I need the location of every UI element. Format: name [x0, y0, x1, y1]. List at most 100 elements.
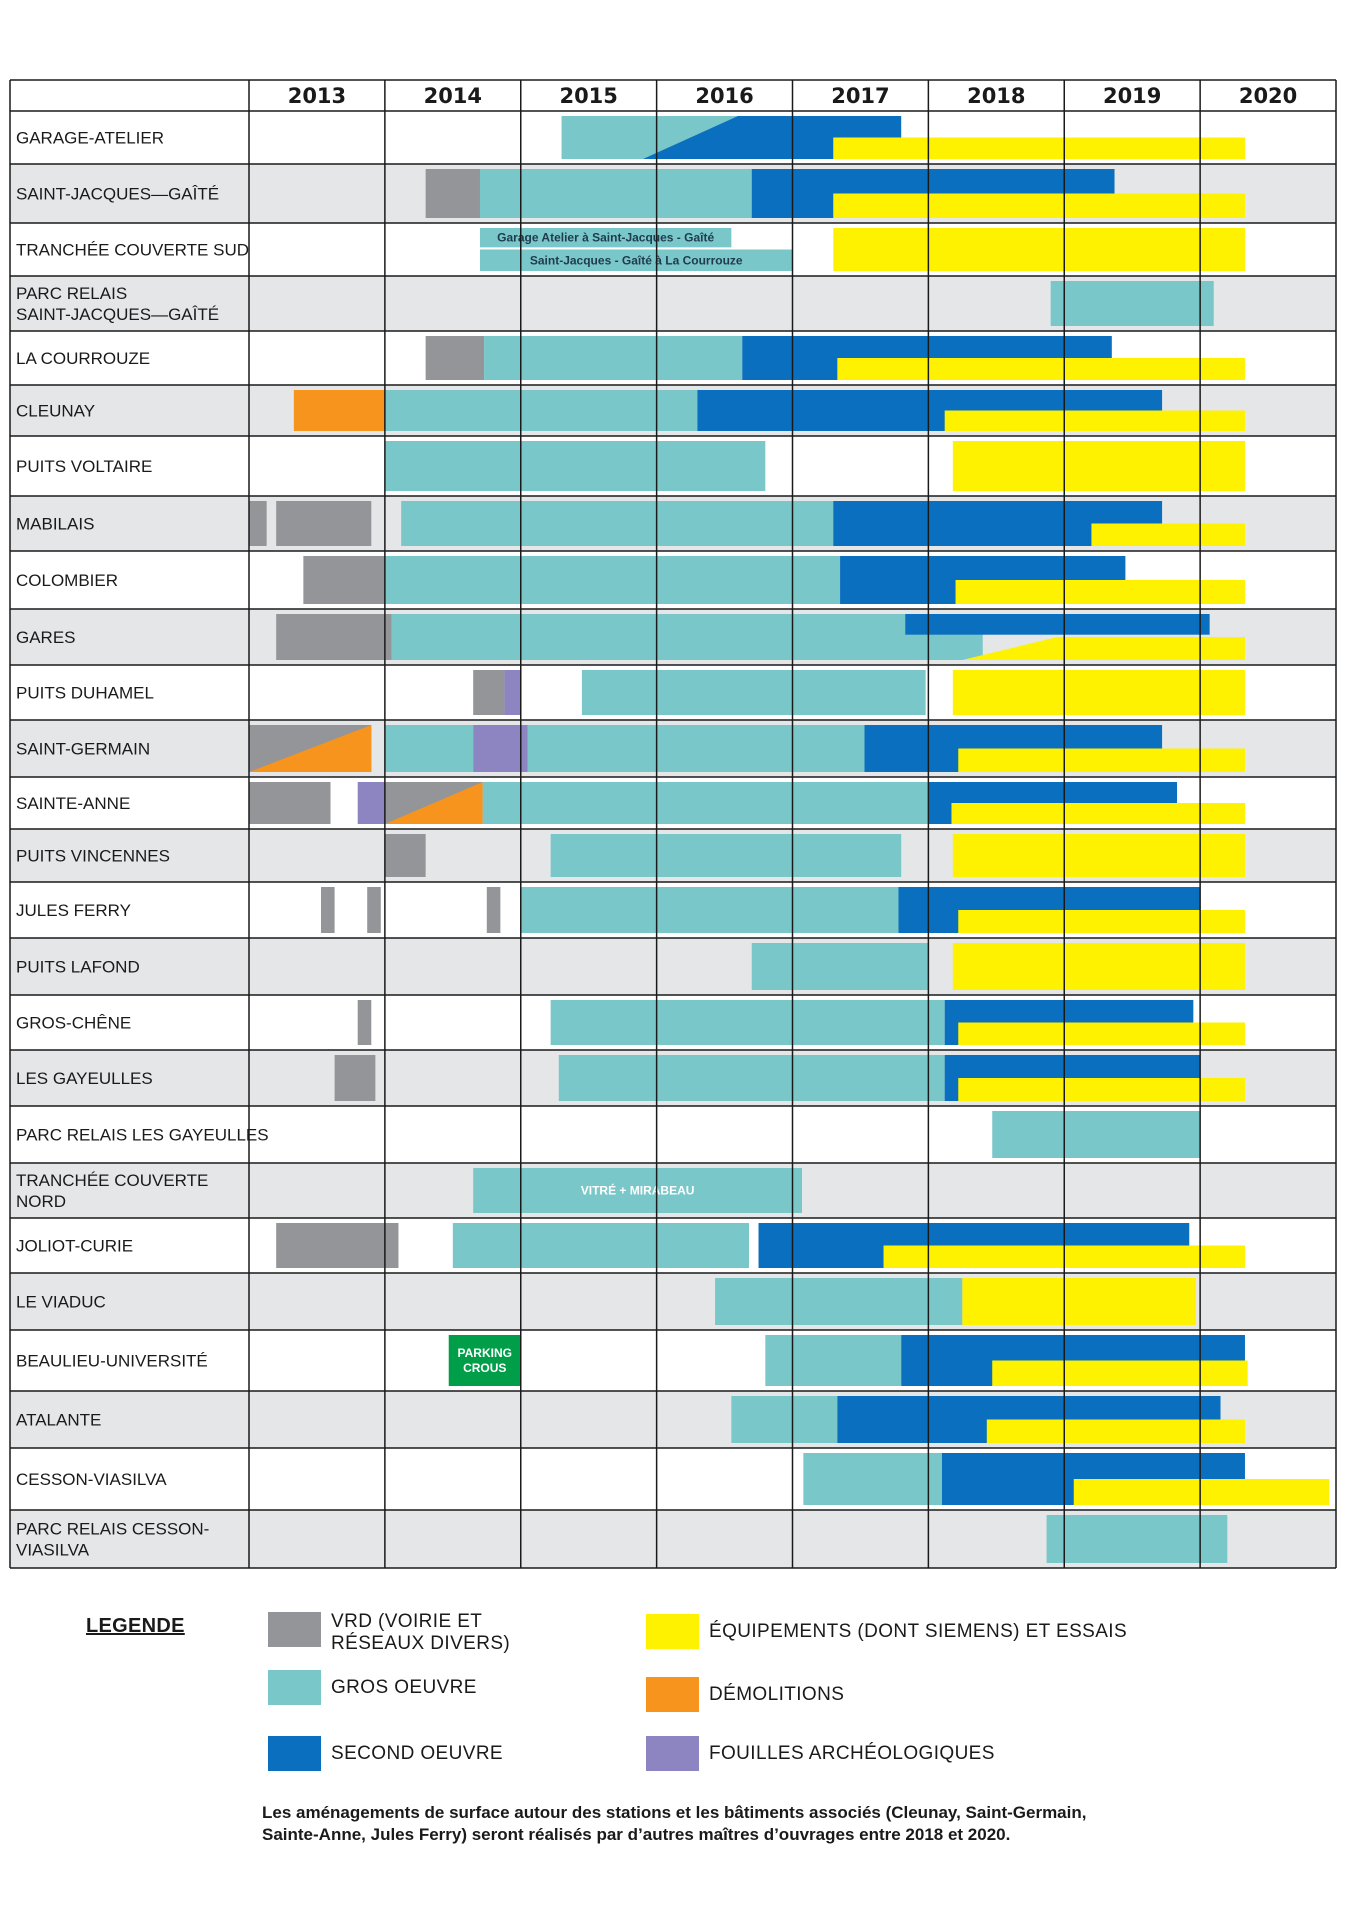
legend-label-fouilles: FOUILLES ARCHÉOLOGIQUES — [709, 1743, 995, 1764]
row-label: SAINT-JACQUES—GAÎTÉ — [16, 185, 219, 204]
bar-gros-oeuvre — [482, 782, 929, 824]
bar-gros-oeuvre — [550, 1000, 945, 1045]
row-label: SAINTE-ANNE — [16, 794, 130, 813]
legend-swatch-vrd — [268, 1612, 321, 1647]
bar-gros-oeuvre — [384, 390, 698, 431]
bar-gros-oeuvre — [452, 1223, 750, 1268]
year-label: 2015 — [559, 84, 617, 108]
footnote: Les aménagements de surface autour des s… — [262, 1803, 1087, 1844]
bar-equipements — [962, 1278, 1197, 1325]
bar-gros-oeuvre — [715, 1278, 963, 1325]
year-label: 2013 — [288, 84, 346, 108]
bar-gros-oeuvre — [731, 1396, 838, 1443]
bar-vrd — [321, 887, 335, 933]
year-label: 2014 — [424, 84, 482, 108]
legend-label-demolitions: DÉMOLITIONS — [709, 1684, 845, 1705]
bar-vrd — [249, 782, 331, 824]
row-label: ATALANTE — [16, 1411, 101, 1430]
bar-equipements — [833, 193, 1245, 218]
bar-equipements — [1073, 1479, 1330, 1505]
gantt-chart: Garage Atelier à Saint-Jacques - Gaîté Sa… — [9, 79, 1337, 1569]
bar-equipements — [958, 1078, 1245, 1101]
row-label: BEAULIEU-UNIVERSITÉ — [16, 1352, 208, 1371]
bar-parking — [448, 1335, 521, 1386]
bar-vrd — [425, 169, 480, 218]
row-label: PUITS VINCENNES — [16, 847, 170, 866]
bar-fouilles — [473, 725, 528, 772]
bar-equipements — [952, 670, 1245, 715]
row-label: CLEUNAY — [16, 402, 95, 421]
row-label: LES GAYEULLES — [16, 1069, 153, 1088]
bar-vrd — [249, 501, 267, 546]
bar-demolitions-diagonal — [384, 782, 483, 824]
bar-gros-oeuvre — [1050, 281, 1214, 326]
bar-gros-oeuvre — [550, 834, 902, 877]
row-label: SAINT-JACQUES—GAÎTÉ — [16, 305, 219, 324]
row-label: JOLIOT-CURIE — [16, 1237, 133, 1256]
legend-title: LEGENDE — [86, 1615, 185, 1637]
row-label: NORD — [16, 1192, 66, 1211]
bar-gros-oeuvre — [479, 169, 752, 218]
row-label: CESSON-VIASILVA — [16, 1470, 167, 1489]
bar-equipements — [986, 1419, 1245, 1443]
row-label: PARC RELAIS — [16, 284, 127, 303]
bar-equipements — [1091, 523, 1245, 546]
bar-gros-oeuvre — [520, 887, 899, 933]
bar-equipements — [951, 803, 1245, 824]
year-label: 2019 — [1103, 84, 1161, 108]
bar-equipements — [955, 580, 1245, 604]
bar-vrd — [303, 556, 385, 604]
row-label: GARES — [16, 628, 76, 647]
legend-swatch-fouilles — [646, 1736, 699, 1771]
bar-gros-oeuvre — [992, 1111, 1201, 1158]
year-label: 2016 — [695, 84, 753, 108]
bar-vrd — [276, 614, 392, 660]
bar-label: Saint-Jacques - Gaîté à La Courrouze — [530, 253, 743, 267]
bar-gros-oeuvre — [384, 441, 766, 491]
year-label: 2017 — [831, 84, 889, 108]
bar-label: Garage Atelier à Saint-Jacques - Gaîté — [497, 231, 714, 245]
bar-gros-oeuvre — [479, 249, 793, 271]
bar-equipements — [958, 748, 1245, 772]
row-label: COLOMBIER — [16, 571, 118, 590]
bar-equipements — [992, 1360, 1248, 1386]
legend-swatch-equipements — [646, 1614, 699, 1649]
year-label: 2020 — [1239, 84, 1297, 108]
bar-equipements — [833, 137, 1245, 159]
legend-label-equipements: ÉQUIPEMENTS (DONT SIEMENS) ET ESSAIS — [709, 1621, 1128, 1642]
bar-gros-oeuvre — [581, 670, 926, 715]
bar-vrd — [367, 887, 381, 933]
bar-gros-oeuvre — [473, 1168, 803, 1213]
row-label: MABILAIS — [16, 515, 94, 534]
legend-label-vrd: VRD (VOIRIE ET RÉSEAUX DIVERS) — [331, 1611, 511, 1654]
bar-equipements — [958, 1022, 1245, 1045]
bar-vrd — [384, 834, 426, 877]
row-label: VIASILVA — [16, 1541, 90, 1560]
row-label: GARAGE-ATELIER — [16, 129, 164, 148]
row-label: LE VIADUC — [16, 1293, 106, 1312]
row-label: GROS-CHÊNE — [16, 1014, 131, 1033]
bar-vrd — [334, 1055, 376, 1101]
bar-gros-oeuvre — [765, 1335, 902, 1386]
bar-gros-oeuvre — [803, 1453, 942, 1505]
row-label: TRANCHÉE COUVERTE — [16, 1171, 208, 1190]
bar-gros-oeuvre — [1046, 1515, 1228, 1563]
bar-equipements — [952, 441, 1245, 491]
bar-vrd — [486, 887, 501, 933]
row-label: JULES FERRY — [16, 901, 131, 920]
row-label: PUITS LAFOND — [16, 958, 140, 977]
row-label: TRANCHÉE COUVERTE SUD — [16, 241, 249, 260]
bar-equipements — [833, 228, 1245, 271]
bar-gros-oeuvre — [751, 943, 929, 990]
bar-equipements — [952, 834, 1245, 877]
bar-equipements — [944, 410, 1245, 431]
bar-fouilles — [504, 670, 521, 715]
row-label: PUITS DUHAMEL — [16, 684, 154, 703]
legend-swatch-demolitions — [646, 1677, 699, 1712]
bar-vrd — [276, 1223, 399, 1268]
row-label: LA COURROUZE — [16, 349, 150, 368]
bar-gros-oeuvre — [401, 501, 834, 546]
bar-gros-oeuvre — [558, 1055, 945, 1101]
legend-swatch-gros-oeuvre — [268, 1670, 321, 1705]
bar-gros-oeuvre — [391, 614, 983, 660]
